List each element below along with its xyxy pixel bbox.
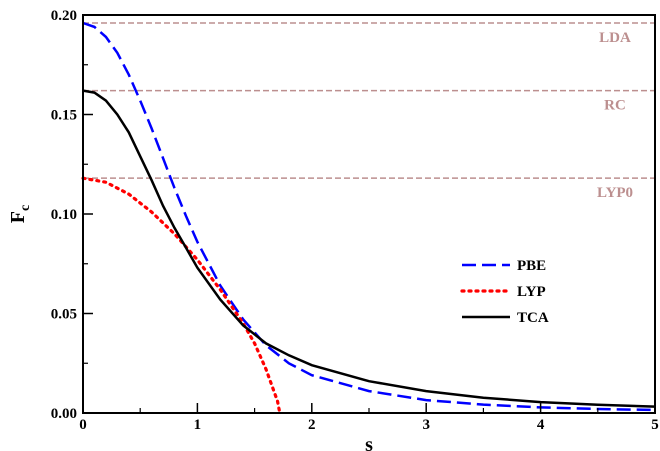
y-tick-label: 0.15 (51, 108, 77, 124)
legend-label-pbe: PBE (517, 258, 546, 274)
y-tick-label: 0.20 (51, 8, 77, 24)
y-axis-title: Fc (7, 205, 33, 223)
x-tick-label: 1 (194, 417, 202, 433)
series-lyp-line (81, 176, 282, 415)
reference-lines: LDA RC LYP0 (83, 22, 655, 201)
x-tick-label: 5 (651, 417, 659, 433)
legend: PBE LYP TCA (460, 258, 549, 326)
plot-frame (82, 14, 656, 414)
y-tick-label: 0.05 (51, 307, 77, 323)
x-tick-label: 4 (537, 417, 545, 433)
ref-label-lyp0: LYP0 (597, 185, 633, 201)
ref-label-rc: RC (604, 98, 626, 114)
ref-label-lda: LDA (599, 30, 631, 46)
series-tca-line (82, 89, 656, 408)
x-tick-label: 3 (422, 417, 430, 433)
x-axis-title: s (365, 434, 373, 451)
y-tick-label: 0.10 (51, 207, 77, 223)
axis-ticks: 0 1 2 3 4 5 0.00 0.05 0.10 0.15 0.20 (51, 8, 659, 433)
y-tick-label: 0.00 (51, 406, 77, 422)
x-tick-label: 0 (79, 417, 87, 433)
y-axis-title-main: F (7, 211, 29, 223)
legend-label-tca: TCA (517, 310, 549, 326)
legend-label-lyp: LYP (517, 284, 546, 300)
y-axis-title-sub: c (18, 205, 33, 211)
series-lines (81, 21, 656, 415)
x-tick-label: 2 (308, 417, 316, 433)
